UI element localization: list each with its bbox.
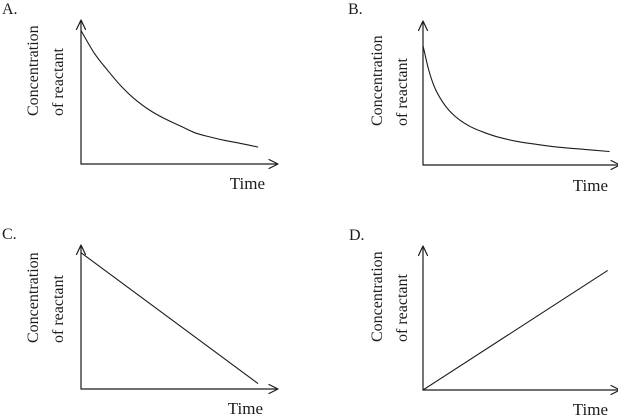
x-axis-label-d: Time — [572, 400, 608, 419]
plot-area-a — [75, 19, 279, 170]
panel-label-a: A. — [2, 1, 18, 18]
y-axis-label-line2: of reactant — [394, 274, 411, 342]
panel-label-b: B. — [348, 1, 363, 18]
chart-panel-b: B. Concentration of reactant Time — [309, 0, 618, 210]
y-axis-label-b: Concentration of reactant — [365, 34, 415, 126]
y-axis-label-line1: Concentration — [25, 252, 42, 343]
y-axis-label-line2: of reactant — [50, 275, 67, 343]
plot-area-c — [75, 244, 279, 395]
y-axis-label-line1: Concentration — [25, 25, 42, 116]
y-axis-label-d: Concentration of reactant — [365, 250, 415, 342]
y-axis-label-line2: of reactant — [394, 58, 411, 126]
x-axis-label-a: Time — [229, 174, 265, 193]
panel-label-d: D. — [349, 227, 365, 244]
chart-panel-a: A. Concentration of reactant Time — [0, 0, 309, 210]
y-axis-label-line1: Concentration — [369, 35, 386, 126]
panel-label-c: C. — [2, 226, 17, 243]
x-axis-label-b: Time — [572, 176, 608, 195]
plot-area-d — [417, 245, 618, 396]
chart-panel-d: D. Concentration of reactant Time — [309, 210, 618, 420]
y-axis-label-line2: of reactant — [50, 48, 67, 116]
x-axis-label-c: Time — [227, 399, 263, 418]
plot-area-b — [417, 20, 618, 171]
y-axis-label-a: Concentration of reactant — [21, 24, 71, 116]
y-axis-label-c: Concentration of reactant — [21, 251, 71, 343]
y-axis-label-line1: Concentration — [369, 251, 386, 342]
chart-panel-c: C. Concentration of reactant Time — [0, 210, 309, 420]
